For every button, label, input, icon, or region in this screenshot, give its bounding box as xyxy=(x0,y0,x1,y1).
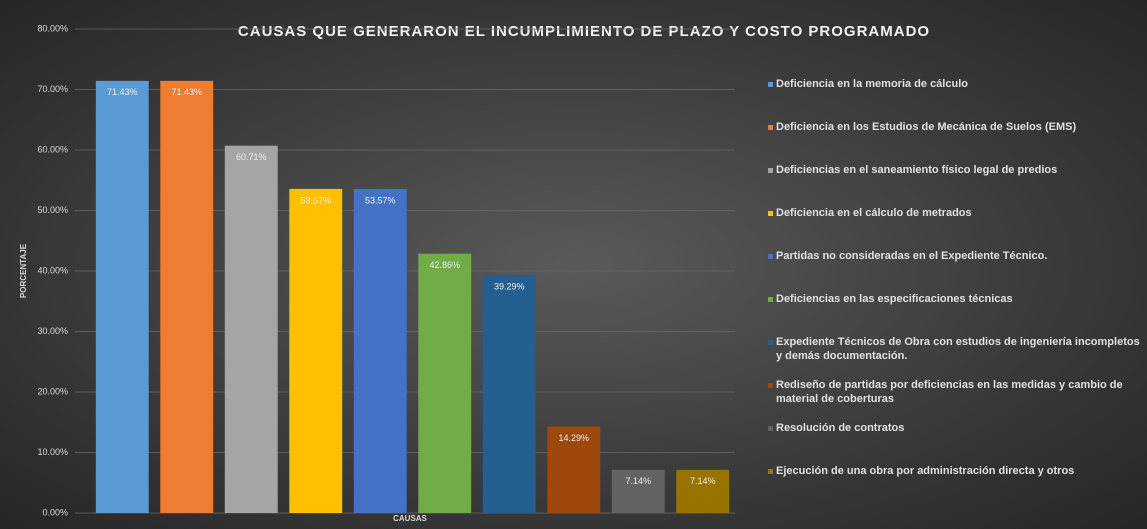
legend-swatch xyxy=(768,426,773,431)
y-tick-label: 80.00% xyxy=(37,23,68,33)
data-label: 42.86% xyxy=(429,260,460,270)
legend-entry: Expediente Técnicos de Obra con estudios… xyxy=(776,336,1140,362)
data-label: 7.14% xyxy=(625,476,651,486)
chart-title: CAUSAS QUE GENERARON EL INCUMPLIMIENTO D… xyxy=(238,23,930,40)
data-label: 71.43% xyxy=(107,87,138,97)
y-tick-label: 60.00% xyxy=(37,144,68,154)
bar xyxy=(418,253,472,513)
bar xyxy=(676,469,730,513)
legend-swatch xyxy=(768,383,773,388)
bar xyxy=(482,275,536,513)
legend-swatch xyxy=(768,82,773,87)
data-label: 39.29% xyxy=(494,282,525,292)
bar xyxy=(224,145,278,513)
legend-swatch xyxy=(768,469,773,474)
data-label: 71.43% xyxy=(171,87,202,97)
y-tick-label: 70.00% xyxy=(37,84,68,94)
data-label: 14.29% xyxy=(558,433,589,443)
bar xyxy=(289,188,343,514)
legend-entry: Rediseño de partidas por deficiencias en… xyxy=(776,379,1123,405)
legend-entry: Deficiencia en la memoria de cálculo xyxy=(776,78,968,90)
legend-entry: Ejecución de una obra por administración… xyxy=(776,465,1075,477)
legend-entry: Resolución de contratos xyxy=(776,422,905,434)
bar xyxy=(353,188,407,514)
legend-swatch xyxy=(768,340,773,345)
y-tick-label: 50.00% xyxy=(37,205,68,215)
legend-entry: Partidas no consideradas en el Expedient… xyxy=(776,250,1048,262)
legend-entry: Deficiencias en el saneamiento físico le… xyxy=(776,164,1058,176)
data-label: 60.71% xyxy=(236,152,267,162)
bar xyxy=(611,469,665,513)
y-axis-label: PORCENTAJE xyxy=(19,243,28,298)
data-label: 7.14% xyxy=(690,476,716,486)
y-tick-label: 0.00% xyxy=(42,507,68,517)
legend-swatch xyxy=(768,125,773,130)
legend-swatch xyxy=(768,254,773,259)
y-tick-label: 40.00% xyxy=(37,265,68,275)
legend-entry: Deficiencia en el cálculo de metrados xyxy=(776,207,972,219)
legend-entry: Deficiencia en los Estudios de Mecánica … xyxy=(776,121,1077,133)
data-label: 53.57% xyxy=(300,195,331,205)
legend-swatch xyxy=(768,211,773,216)
data-label: 53.57% xyxy=(365,195,396,205)
bar xyxy=(547,426,601,513)
y-tick-label: 10.00% xyxy=(37,447,68,457)
x-axis-label: CAUSAS xyxy=(393,514,427,523)
legend-swatch xyxy=(768,297,773,302)
y-tick-label: 20.00% xyxy=(37,386,68,396)
legend-entry: Deficiencias en las especificaciones téc… xyxy=(776,293,1013,305)
bar xyxy=(95,80,149,513)
bar xyxy=(160,80,214,513)
y-tick-label: 30.00% xyxy=(37,326,68,336)
legend-swatch xyxy=(768,168,773,173)
